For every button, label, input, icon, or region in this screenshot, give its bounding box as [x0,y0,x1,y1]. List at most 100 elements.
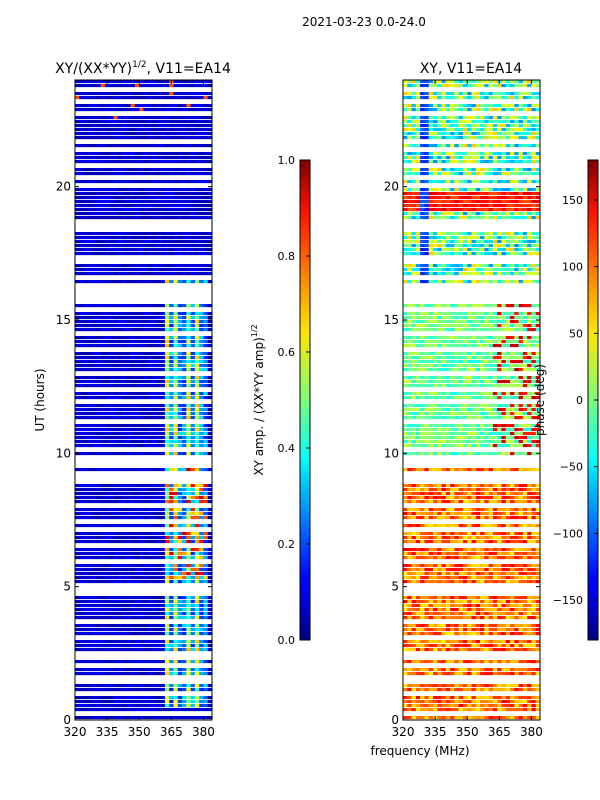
heatmap-cell [207,496,213,500]
heatmap-cell [117,624,123,628]
heatmap-cell [134,340,140,344]
heatmap-cell [96,336,101,340]
heatmap-cell [432,608,438,612]
heatmap-cell [471,524,477,528]
heatmap-cell [113,440,119,444]
heatmap-cell [182,404,187,408]
heatmap-cell [186,500,191,504]
heatmap-cell [535,708,541,712]
heatmap-cell [186,604,191,608]
heatmap-cell [411,540,417,544]
heatmap-cell [100,144,106,148]
heatmap-cell [432,516,438,520]
heatmap-cell [117,216,123,220]
heatmap-cell [411,648,417,652]
heatmap-cell [126,328,131,332]
heatmap-cell [79,600,84,604]
heatmap-cell [75,244,80,248]
heatmap-cell [467,468,472,472]
heatmap-cell [87,568,93,572]
heatmap-cell [160,316,166,320]
heatmap-cell [96,248,101,252]
heatmap-cell [164,312,170,316]
heatmap-cell [147,360,153,364]
heatmap-cell [92,496,97,500]
heatmap-cell [514,660,519,664]
heatmap-cell [424,716,429,720]
heatmap-cell [199,632,204,636]
heatmap-cell [190,360,196,364]
heatmap-cell [92,232,97,236]
heatmap-cell [160,408,166,412]
heatmap-cell [535,524,541,528]
heatmap-cell [407,488,412,492]
heatmap-cell [134,244,140,248]
heatmap-cell [143,132,149,136]
heatmap-cell [173,136,179,140]
heatmap-cell [424,596,429,600]
heatmap-cell [203,600,209,604]
heatmap-cell [169,352,174,356]
heatmap-cell [92,648,97,652]
heatmap-cell [122,468,127,472]
heatmap-cell [505,600,511,604]
heatmap-cell [104,380,110,384]
heatmap-cell [177,628,183,632]
heatmap-cell [199,236,204,240]
heatmap-cell [514,616,519,620]
heatmap-cell [83,208,89,212]
heatmap-cell [497,564,502,568]
heatmap-cell [156,700,161,704]
heatmap-cell [454,556,459,560]
heatmap-cell [169,408,174,412]
heatmap-cell [199,360,204,364]
heatmap-cell [134,312,140,316]
heatmap-cell [462,468,468,472]
heatmap-cell [96,384,101,388]
heatmap-cell [113,124,119,128]
heatmap-cell [130,172,136,176]
heatmap-cell [186,336,191,340]
heatmap-cell [445,452,451,456]
heatmap-cell [445,672,451,676]
heatmap-cell [79,688,84,692]
heatmap-cell [186,316,191,320]
heatmap-cell [96,616,101,620]
heatmap-cell [467,612,472,616]
amplitude-colorbar-gradient [299,159,311,641]
heatmap-cell [207,208,213,212]
heatmap-cell [182,700,187,704]
heatmap-cell [152,432,157,436]
heatmap-cell [113,672,119,676]
heatmap-cell [113,376,119,380]
heatmap-cell [432,500,438,504]
heatmap-cell [160,236,166,240]
heatmap-cell [471,608,477,612]
heatmap-cell [415,600,421,604]
heatmap-cell [190,696,196,700]
heatmap-cell [510,604,515,608]
heatmap-cell [152,324,157,328]
heatmap-cell [445,696,451,700]
heatmap-cell [104,416,110,420]
heatmap-cell [117,204,123,208]
heatmap-cell [100,280,106,284]
heatmap-cell [75,508,80,512]
heatmap-cell [424,516,429,520]
heatmap-cell [79,316,84,320]
heatmap-cell [186,616,191,620]
heatmap-cell [522,524,528,528]
heatmap-cell [475,540,481,544]
heatmap-cell [113,604,119,608]
heatmap-cell [100,616,106,620]
heatmap-cell [497,500,502,504]
heatmap-cell [203,272,209,276]
heatmap-cell [169,564,174,568]
heatmap-cell [83,684,89,688]
heatmap-cell [92,440,97,444]
heatmap-cell [126,188,131,192]
heatmap-cell [126,708,131,712]
heatmap-cell [109,392,114,396]
heatmap-cell [484,468,489,472]
heatmap-cell [92,672,97,676]
